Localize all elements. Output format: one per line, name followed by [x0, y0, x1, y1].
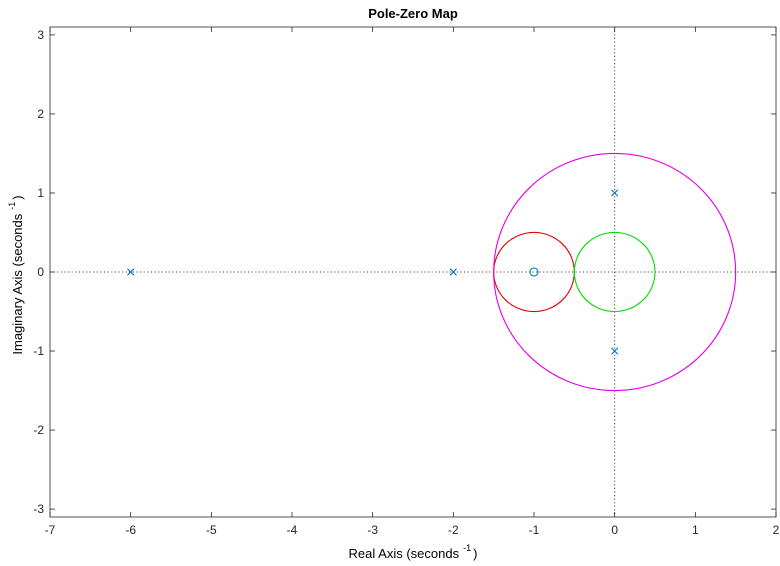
x-axis-label-close: ): [473, 546, 477, 561]
pole-marker-stroke-b: [127, 268, 135, 276]
x-tick-label: -7: [45, 523, 56, 537]
circle-3: [493, 152, 737, 392]
x-tick-label: 0: [611, 523, 618, 537]
zero-marker-1: [529, 267, 539, 277]
y-axis-label-superscript: -1: [7, 202, 17, 210]
y-tick-label: -1: [33, 344, 44, 358]
y-axis-label-close: ): [10, 195, 25, 199]
y-axis-label-text: Imaginary Axis (seconds: [10, 213, 25, 354]
x-tick-label: -5: [206, 523, 217, 537]
pole-marker-3: [611, 189, 619, 197]
y-tick-label: -3: [33, 502, 44, 516]
plot-content: [50, 27, 776, 517]
y-tick-label: 2: [37, 107, 44, 121]
x-tick-label: -6: [125, 523, 136, 537]
x-tick-label: -4: [287, 523, 298, 537]
x-axis-label-text: Real Axis (seconds: [349, 546, 460, 561]
x-tick-label: -1: [529, 523, 540, 537]
y-tick-label: 1: [37, 186, 44, 200]
plot-layer: [49, 26, 777, 518]
chart-title: Pole-Zero Map: [368, 6, 458, 21]
pole-marker-stroke-b: [449, 268, 457, 276]
y-tick-label: -2: [33, 423, 44, 437]
x-axis-label: Real Axis (seconds -1): [349, 543, 478, 561]
x-tick-label: -3: [367, 523, 378, 537]
pole-marker-1: [127, 268, 135, 276]
pole-marker-2: [449, 268, 457, 276]
y-tick-label: 0: [37, 265, 44, 279]
tick-layer: -7 -6 -5 -4 -3 -2 -1 0 1 2 -3 -2 -1 0 1 2 3: [33, 27, 780, 537]
x-tick-label: -2: [448, 523, 459, 537]
pole-marker-stroke-b: [611, 347, 619, 355]
y-tick-label: 3: [37, 28, 44, 42]
pole-marker-stroke-b: [611, 189, 619, 197]
circle-2: [573, 231, 656, 313]
y-axis-label: Imaginary Axis (seconds -1): [7, 195, 25, 354]
x-tick-label: 1: [692, 523, 699, 537]
x-tick-label: 2: [773, 523, 780, 537]
x-axis-label-superscript: -1: [463, 543, 471, 553]
pole-marker-4: [611, 347, 619, 355]
